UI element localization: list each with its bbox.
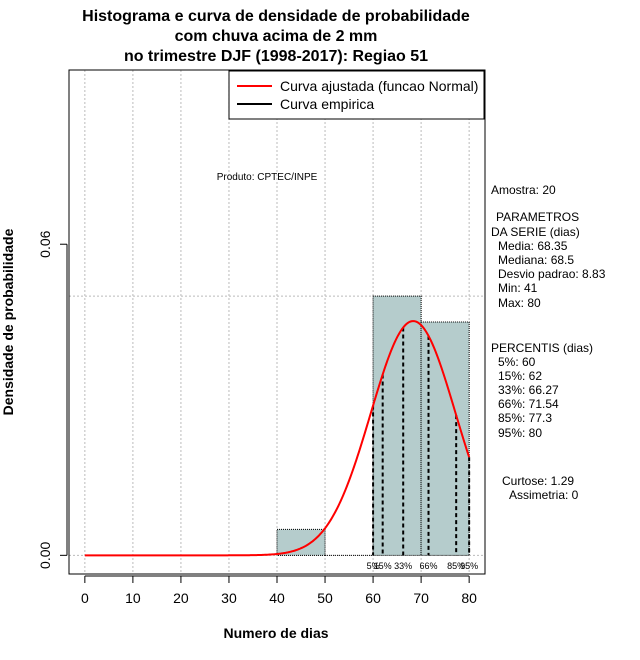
legend-fitted-label: Curva ajustada (funcao Normal) [280, 78, 478, 94]
x-tick-label: 10 [125, 590, 141, 606]
histogram-bar [420, 321, 470, 556]
plot-frame [68, 69, 486, 575]
stat-desvio: Desvio padrao: 8.83 [498, 267, 606, 281]
histogram-bar [372, 295, 422, 556]
stat-min: Min: 41 [498, 281, 538, 295]
y-tick-label: 0.06 [37, 230, 53, 257]
x-tick-label: 80 [461, 590, 477, 606]
percentile-labels: 5%15% 33% 66% 85%95% [367, 561, 479, 571]
x-axis: 0 10 20 30 40 50 60 70 80 [81, 575, 477, 606]
legend-empirical-label: Curva empirica [280, 96, 374, 112]
percentile-label-33: 33% [394, 561, 412, 571]
stat-param-title-1: PARAMETROS [496, 210, 579, 224]
stat-amostra: Amostra: 20 [491, 183, 556, 197]
stat-pct-title: PERCENTIS (dias) [491, 341, 593, 355]
percentile-label-5: 5% [367, 561, 380, 571]
histogram-bars [276, 295, 470, 556]
stat-assimetria: Assimetria: 0 [509, 488, 579, 502]
stat-p5: 5%: 60 [498, 355, 536, 369]
stat-curtose: Curtose: 1.29 [502, 474, 574, 488]
percentile-label-15: 15% [374, 561, 392, 571]
stat-p33: 33%: 66.27 [498, 383, 559, 397]
stat-param-title-2: DA SERIE (dias) [491, 225, 580, 239]
stat-mediana: Mediana: 68.5 [498, 253, 574, 267]
percentile-lines [372, 327, 471, 556]
x-tick-label: 40 [269, 590, 285, 606]
chart-title-line-2: com chuva acima de 2 mm [175, 28, 378, 45]
y-axis: 0.00 0.06 [37, 230, 68, 569]
stat-p85: 85%: 77.3 [498, 411, 552, 425]
x-axis-label: Numero de dias [223, 625, 328, 641]
percentile-label-95: 95% [460, 561, 478, 571]
stat-p66: 66%: 71.54 [498, 397, 559, 411]
x-tick-label: 50 [317, 590, 333, 606]
x-tick-label: 20 [173, 590, 189, 606]
legend-box [228, 70, 485, 120]
x-tick-label: 0 [81, 590, 89, 606]
stat-max: Max: 80 [498, 296, 541, 310]
percentile-label-66: 66% [420, 561, 438, 571]
stat-media: Media: 68.35 [498, 239, 568, 253]
y-axis-label: Densidade de probabilidade [0, 228, 16, 415]
stat-p95: 95%: 80 [498, 426, 542, 440]
histogram-bar [276, 528, 326, 556]
x-tick-label: 70 [413, 590, 429, 606]
percentile-label-85: 85% [447, 561, 465, 571]
product-annotation: Produto: CPTEC/INPE [217, 172, 318, 183]
x-tick-label: 30 [221, 590, 237, 606]
y-tick-label: 0.00 [37, 541, 53, 568]
stat-p15: 15%: 62 [498, 369, 542, 383]
chart-title-line-3: no trimestre DJF (1998-2017): Regiao 51 [124, 48, 428, 65]
fitted-normal-curve [84, 320, 471, 557]
legend: Curva ajustada (funcao Normal) Curva emp… [228, 70, 485, 120]
x-tick-label: 60 [365, 590, 381, 606]
side-statistics: Amostra: 20 PARAMETROS DA SERIE (dias) M… [491, 183, 606, 502]
chart-title-line-1: Histograma e curva de densidade de proba… [82, 8, 470, 25]
